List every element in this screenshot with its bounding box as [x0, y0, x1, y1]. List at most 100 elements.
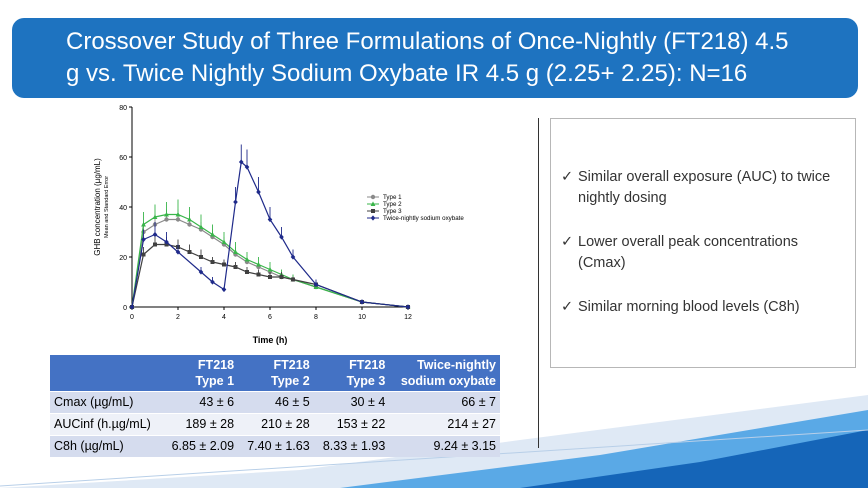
data-point — [238, 159, 244, 165]
row-label: AUCinf (h.µg/mL) — [50, 413, 163, 436]
data-point — [245, 270, 249, 274]
finding-bullet: ✓ Similar morning blood levels (C8h) — [561, 297, 841, 318]
x-tick-label: 12 — [404, 314, 412, 321]
legend-label: Type 3 — [383, 208, 402, 215]
data-point — [153, 242, 157, 247]
data-point — [221, 239, 227, 244]
data-point — [187, 250, 192, 254]
data-point — [210, 260, 215, 264]
data-point — [370, 201, 376, 206]
table-header-cell: FT218 Type 1 — [162, 355, 239, 392]
x-axis-label: Time (h) — [253, 335, 288, 345]
series-4 — [129, 144, 411, 310]
x-tick-label: 0 — [130, 314, 134, 321]
table-header-cell: FT218 Type 3 — [313, 355, 390, 392]
legend-label: Twice-nightly sodium oxybate — [383, 215, 464, 222]
y-tick-label: 40 — [119, 205, 127, 212]
header-line: FT218 — [349, 358, 386, 372]
data-point — [279, 234, 284, 240]
data-point — [359, 299, 365, 305]
x-tick-label: 8 — [314, 314, 318, 321]
y-tick-label: 60 — [119, 155, 127, 162]
data-point — [256, 189, 261, 195]
finding-text: Similar overall exposure (AUC) to twice … — [578, 169, 831, 206]
table-row: AUCinf (h.µg/mL) 189 ± 28 210 ± 28 153 ±… — [50, 413, 500, 436]
header-line: Type 2 — [271, 374, 310, 388]
row-label: Cmax (µg/mL) — [50, 391, 163, 414]
data-point — [267, 216, 273, 223]
concentration-chart: 0 20 40 60 80 0 2 4 6 8 10 12 Time (h) GHB concentrat… — [93, 105, 464, 345]
table-cell: 214 ± 27 — [389, 413, 500, 436]
data-point — [370, 215, 376, 221]
data-point — [210, 279, 215, 285]
data-point — [141, 236, 146, 243]
header-line: sodium oxybate — [400, 374, 496, 388]
series-line — [131, 213, 409, 308]
check-icon: ✓ — [561, 299, 574, 315]
data-point — [233, 199, 238, 205]
finding-text: Similar morning blood levels (C8h) — [578, 299, 800, 315]
table-cell: 7.40 ± 1.63 — [238, 435, 314, 457]
data-point — [370, 194, 376, 200]
wave-dark-band — [520, 430, 868, 488]
table-cell: 43 ± 6 — [162, 391, 239, 414]
data-point — [233, 265, 238, 269]
key-findings-box: ✓ Similar overall exposure (AUC) to twic… — [550, 118, 856, 368]
x-tick-label: 10 — [358, 314, 366, 321]
legend-label: Type 1 — [383, 194, 402, 201]
data-point — [210, 231, 215, 237]
y-axis-sublabel: Mean and Standard Error — [104, 176, 110, 238]
data-point — [152, 231, 158, 238]
data-point — [222, 262, 226, 267]
check-icon: ✓ — [561, 169, 574, 185]
data-point — [244, 256, 250, 262]
table-cell: 153 ± 22 — [313, 413, 390, 436]
series-1 — [129, 209, 411, 310]
table-header-cell: Twice-nightly sodium oxybate — [389, 355, 500, 392]
header-line: Twice-nightly — [417, 358, 496, 372]
table-cell: 46 ± 5 — [238, 391, 314, 414]
data-point — [187, 216, 192, 222]
finding-bullet: ✓ Lower overall peak concentrations (Cma… — [561, 232, 841, 274]
row-label: C8h (µg/mL) — [50, 435, 163, 457]
data-point — [175, 249, 181, 255]
data-point — [313, 281, 319, 288]
pk-summary-table: FT218 Type 1 FT218 Type 2 FT218 Type 3 Twic… — [50, 355, 500, 457]
table-cell: 9.24 ± 3.15 — [389, 435, 500, 457]
title-banner: Crossover Study of Three Formulations of… — [12, 18, 858, 98]
table-cell: 66 ± 7 — [389, 391, 500, 414]
data-point — [291, 277, 295, 282]
data-point — [256, 272, 261, 277]
data-point — [152, 214, 158, 219]
data-point — [141, 221, 146, 227]
data-point — [164, 217, 169, 222]
y-tick-label: 0 — [123, 305, 127, 312]
check-icon: ✓ — [561, 234, 574, 250]
data-point — [129, 304, 135, 310]
table-cell: 210 ± 28 — [238, 413, 314, 436]
data-point — [371, 209, 375, 213]
y-axis-label: GHB concentration (µg/mL) — [93, 158, 102, 256]
data-point — [244, 164, 250, 170]
wave-line — [0, 429, 868, 487]
data-point — [175, 211, 181, 217]
series-line — [131, 160, 409, 308]
header-line: Type 1 — [195, 374, 235, 388]
data-point — [141, 252, 146, 257]
finding-bullet: ✓ Similar overall exposure (AUC) to twic… — [561, 167, 841, 209]
table-cell: 6.85 ± 2.09 — [162, 435, 239, 457]
vertical-divider — [538, 118, 539, 448]
title-line-1: Crossover Study of Three Formulations of… — [66, 28, 789, 55]
x-tick-label: 6 — [268, 314, 272, 321]
data-point — [279, 275, 284, 279]
table-row: Cmax (µg/mL) 43 ± 6 46 ± 5 30 ± 4 66 ± 7 — [50, 391, 500, 414]
table-cell: 189 ± 28 — [162, 413, 239, 436]
data-point — [164, 239, 169, 245]
data-point — [187, 222, 192, 227]
data-point — [198, 224, 204, 229]
header-line: FT218 — [273, 358, 310, 372]
finding-text: Lower overall peak concentrations (Cmax) — [578, 234, 799, 271]
table-header-cell — [50, 355, 163, 392]
data-point — [256, 261, 261, 267]
